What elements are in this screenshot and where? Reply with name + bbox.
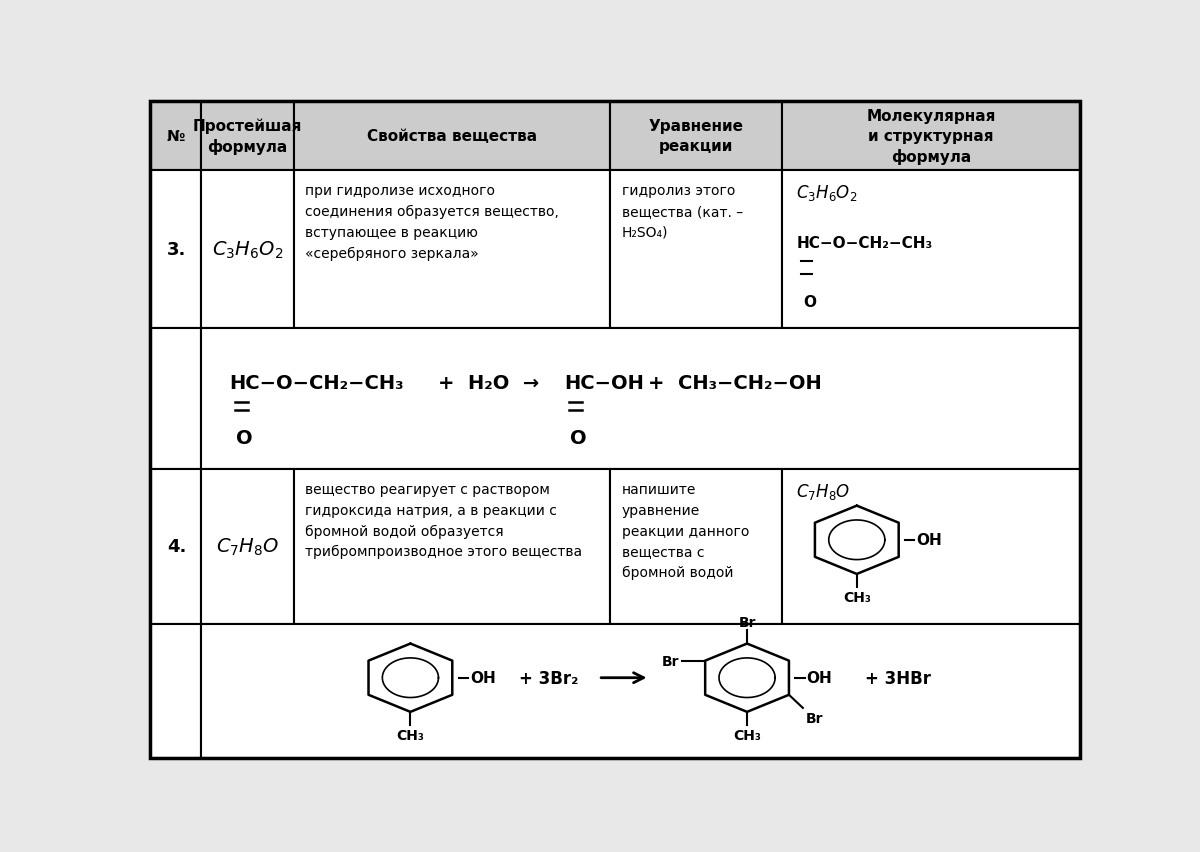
Text: 3.: 3.: [167, 241, 186, 259]
Text: $C_7H_8O$: $C_7H_8O$: [797, 481, 851, 502]
Bar: [782, 171, 1080, 329]
Text: Br: Br: [805, 711, 823, 725]
Bar: [611, 171, 782, 329]
Text: HC−OH: HC−OH: [564, 373, 643, 392]
Text: CH₃: CH₃: [396, 728, 425, 742]
Text: 4.: 4.: [167, 538, 186, 556]
Text: O: O: [235, 429, 252, 447]
Bar: [202, 624, 1080, 758]
Text: OH: OH: [806, 671, 833, 685]
Text: $C_7H_8O$: $C_7H_8O$: [216, 536, 280, 557]
Bar: [202, 102, 294, 171]
Text: HC−O−CH₂−CH₃: HC−O−CH₂−CH₃: [797, 235, 932, 250]
Bar: [202, 171, 294, 329]
Bar: [150, 624, 202, 758]
Bar: [202, 469, 294, 624]
Text: Br: Br: [661, 653, 679, 668]
Text: Уравнение
реакции: Уравнение реакции: [649, 119, 744, 154]
Text: гидролиз этого
вещества (кат. –
H₂SO₄): гидролиз этого вещества (кат. – H₂SO₄): [622, 184, 743, 239]
Text: CH₃: CH₃: [733, 728, 761, 742]
Text: OH: OH: [917, 532, 942, 548]
Text: Br: Br: [738, 615, 756, 630]
Bar: [150, 102, 202, 171]
Text: +  CH₃−CH₂−OH: + CH₃−CH₂−OH: [648, 373, 821, 392]
Text: CH₃: CH₃: [842, 590, 871, 605]
Text: вещество реагирует с раствором
гидроксида натрия, а в реакции с
бромной водой об: вещество реагирует с раствором гидроксид…: [305, 483, 582, 559]
Bar: [150, 329, 202, 469]
Bar: [150, 469, 202, 624]
Text: №: №: [167, 130, 185, 144]
Text: Простейшая
формула: Простейшая формула: [193, 118, 302, 155]
Bar: [611, 102, 782, 171]
Text: + 3HBr: + 3HBr: [865, 669, 931, 687]
Text: OH: OH: [470, 671, 496, 685]
Text: напишите
уравнение
реакции данного
вещества с
бромной водой: напишите уравнение реакции данного вещес…: [622, 483, 749, 579]
Bar: [294, 171, 611, 329]
Text: HC−O−CH₂−CH₃: HC−O−CH₂−CH₃: [229, 373, 403, 392]
Text: +  H₂O  →: + H₂O →: [438, 373, 540, 392]
Text: при гидролизе исходного
соединения образуется вещество,
вступающее в реакцию
«се: при гидролизе исходного соединения образ…: [305, 184, 559, 260]
Text: + 3Br₂: + 3Br₂: [520, 669, 578, 687]
Bar: [294, 102, 611, 171]
Text: O: O: [570, 429, 587, 447]
Bar: [782, 102, 1080, 171]
Bar: [782, 469, 1080, 624]
Bar: [202, 329, 1080, 469]
Bar: [150, 171, 202, 329]
Text: Молекулярная
и структурная
формула: Молекулярная и структурная формула: [866, 109, 996, 164]
Text: O: O: [803, 295, 816, 309]
Text: $C_3H_6O_2$: $C_3H_6O_2$: [797, 183, 858, 203]
Text: Свойства вещества: Свойства вещества: [367, 130, 538, 144]
Bar: [611, 469, 782, 624]
Text: $C_3H_6O_2$: $C_3H_6O_2$: [212, 239, 283, 261]
Bar: [294, 469, 611, 624]
